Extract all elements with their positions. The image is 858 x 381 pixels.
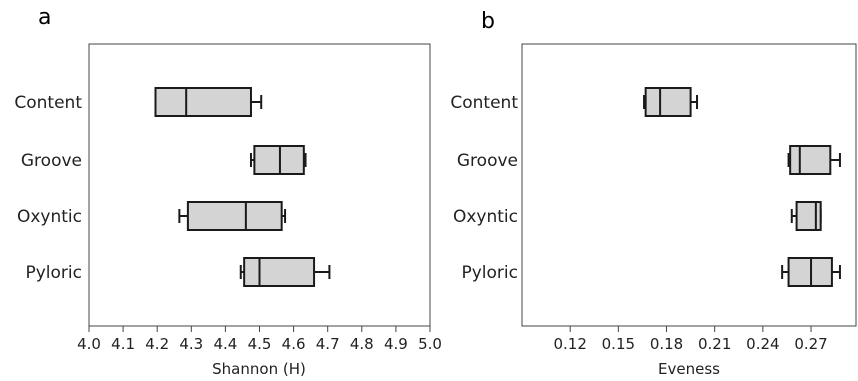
panel-b-x-axis-title: Eveness xyxy=(658,360,720,378)
panel-a-x-axis: 4.0 4.1 4.2 4.3 4.4 4.5 4.6 4.7 4.8 4.9 5.0 xyxy=(77,326,442,353)
box-groove xyxy=(249,145,307,175)
panel-a-category-labels: Content Groove Oxyntic Pyloric xyxy=(14,93,82,283)
x-tick-label: 0.12 xyxy=(553,335,586,353)
category-label-pyloric: Pyloric xyxy=(26,263,83,283)
panel-b-x-axis: 0.12 0.15 0.18 0.21 0.24 0.27 xyxy=(553,326,828,353)
box-content xyxy=(154,87,263,117)
box-iqr xyxy=(644,87,692,117)
category-label-content: Content xyxy=(450,93,518,113)
panel-a-boxes xyxy=(154,87,331,287)
panel-a-letter: a xyxy=(38,5,51,30)
x-tick-label: 4.2 xyxy=(145,335,169,353)
x-tick-label: 4.8 xyxy=(350,335,374,353)
box-iqr xyxy=(789,145,832,175)
box-pyloric xyxy=(239,257,331,287)
box-iqr xyxy=(154,87,252,117)
x-tick-label: 0.15 xyxy=(602,335,635,353)
box-oxyntic xyxy=(790,201,822,231)
x-tick-label: 0.24 xyxy=(746,335,779,353)
x-tick-label: 0.18 xyxy=(650,335,683,353)
panel-b-plot-frame xyxy=(521,43,857,327)
x-tick-label: 4.5 xyxy=(248,335,272,353)
x-tick-label: 5.0 xyxy=(418,335,442,353)
box-content xyxy=(643,87,699,117)
box-iqr xyxy=(243,257,316,287)
category-label-groove: Groove xyxy=(21,151,82,171)
category-label-pyloric: Pyloric xyxy=(462,263,519,283)
category-label-oxyntic: Oxyntic xyxy=(453,207,518,227)
box-iqr xyxy=(795,201,822,231)
panel-b-category-labels: Content Groove Oxyntic Pyloric xyxy=(450,93,518,283)
panel-b-boxes xyxy=(643,87,841,287)
x-tick-label: 4.3 xyxy=(179,335,203,353)
panel-b: b Content Groove Oxyntic Pyloric 0.12 0.1… xyxy=(450,9,857,378)
category-label-groove: Groove xyxy=(457,151,518,171)
panel-a: a Content Groove Oxyntic Pyloric 4.0 4.1 4… xyxy=(14,5,442,378)
x-tick-label: 0.27 xyxy=(794,335,827,353)
x-tick-label: 0.21 xyxy=(698,335,731,353)
panel-a-x-axis-title: Shannon (H) xyxy=(212,360,306,378)
x-tick-label: 4.7 xyxy=(316,335,340,353)
box-groove xyxy=(787,145,841,175)
panel-b-letter: b xyxy=(481,9,495,34)
category-label-content: Content xyxy=(14,93,82,113)
x-tick-label: 4.0 xyxy=(77,335,101,353)
box-oxyntic xyxy=(178,201,287,231)
x-tick-label: 4.1 xyxy=(111,335,135,353)
x-tick-label: 4.9 xyxy=(384,335,408,353)
box-iqr xyxy=(186,201,283,231)
x-tick-label: 4.4 xyxy=(213,335,237,353)
x-tick-label: 4.6 xyxy=(282,335,306,353)
category-label-oxyntic: Oxyntic xyxy=(17,207,82,227)
box-pyloric xyxy=(781,257,841,287)
